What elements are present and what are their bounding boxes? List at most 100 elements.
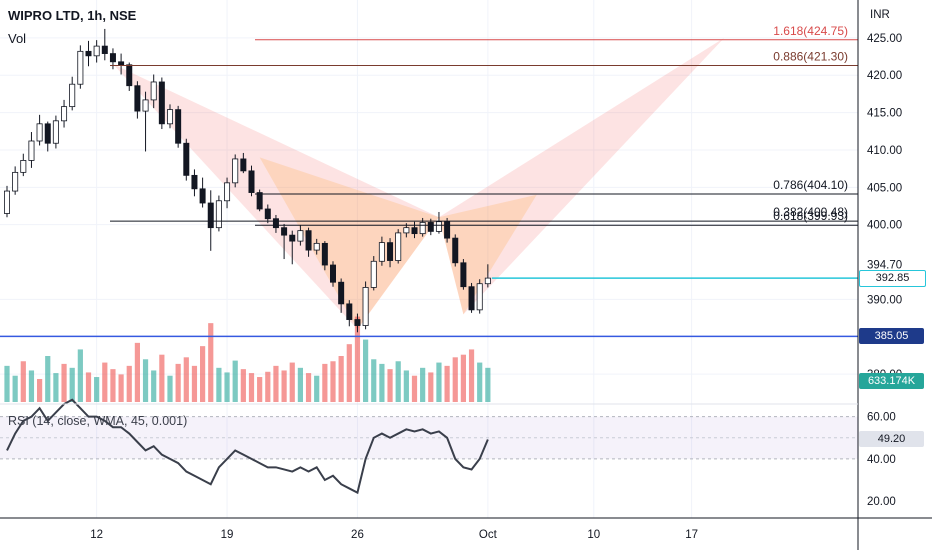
candle-body (395, 232, 402, 261)
candle-body (248, 170, 255, 193)
volume-bar (322, 363, 328, 402)
volume-bar (12, 375, 18, 402)
volume-bar (85, 372, 92, 402)
volume-bar (305, 373, 312, 402)
volume-bar (395, 361, 401, 402)
level-lines: 1.618(424.75) 0.886(421.30) 0.786(404.10) 0… (0, 24, 858, 338)
price-tick-label: 390.00 (867, 294, 902, 306)
pattern-outer-right (438, 37, 725, 315)
harmonic-pattern (112, 37, 725, 330)
volume-bar (281, 370, 287, 402)
volume-bar (216, 367, 222, 402)
candle-body (36, 123, 43, 142)
candle-body (199, 188, 206, 204)
volume-bar (159, 354, 165, 402)
candle-body (101, 45, 108, 54)
candle-body (126, 64, 133, 87)
time-tick-label: 26 (351, 529, 364, 541)
volume-bar (94, 377, 100, 402)
volume-bar (240, 369, 246, 402)
candle-body (134, 85, 141, 112)
volume-bar (191, 365, 198, 402)
currency-label: INR (870, 9, 890, 21)
volume-bar (330, 361, 336, 402)
candle-body (403, 227, 410, 234)
candle-body (338, 281, 345, 305)
candle-body (166, 109, 173, 125)
volume-bar (200, 346, 206, 402)
volume-bar (126, 365, 132, 402)
volume-bar (224, 372, 230, 402)
volume-bar (151, 370, 157, 402)
price-tick-label: 405.00 (867, 182, 902, 194)
candle-body (85, 50, 92, 57)
volume-bar (28, 370, 35, 402)
volume-bar (314, 375, 320, 402)
candle-body (419, 222, 426, 235)
time-tick-label: Oct (479, 529, 498, 541)
volume-bar (20, 361, 26, 402)
fib-level-label: 0.886(421.30) (773, 50, 848, 64)
volume-bar (289, 362, 295, 402)
volume-bar (273, 365, 279, 402)
volume-bar (411, 375, 418, 402)
candle-body (476, 283, 483, 311)
volume-bar (183, 357, 189, 402)
volume-bar (346, 344, 352, 402)
candle-body (175, 109, 182, 144)
volume-bar (428, 372, 434, 402)
time-tick-label: 19 (221, 529, 234, 541)
last-price-badge: 392.85 (859, 270, 926, 288)
candle-body (297, 230, 304, 242)
candle-body (427, 222, 434, 232)
pattern-outer-left (112, 64, 439, 330)
candle-body (370, 260, 377, 288)
candle-body (28, 140, 35, 161)
candle-body (354, 319, 361, 326)
candle-body (321, 242, 328, 266)
volume-bar (444, 365, 450, 402)
candle-body (272, 218, 279, 229)
volume-badge: 633.174K (859, 373, 924, 389)
candle-body (109, 53, 116, 63)
volume-indicator-label: Vol (8, 31, 27, 46)
candle-body (240, 158, 247, 172)
volume-bar (45, 356, 51, 402)
price-tick-label: 420.00 (867, 70, 902, 82)
volume-bar (134, 342, 140, 402)
rsi-tick-label: 40.00 (867, 454, 896, 466)
candle-body (4, 190, 10, 214)
candle-body (20, 160, 27, 173)
volume-bar (363, 339, 369, 402)
volume-bar (468, 349, 475, 402)
volume-bar (102, 362, 108, 402)
high-price-label: 394.70 (867, 259, 902, 271)
price-tick-label: 425.00 (867, 33, 902, 45)
volume-bar (338, 356, 344, 402)
volume-bar (167, 375, 173, 402)
volume-bar (69, 367, 75, 402)
candle-body (69, 83, 76, 108)
volume-bar (297, 367, 303, 402)
candle-body (207, 202, 214, 229)
candle-body (378, 242, 385, 262)
candle-body (77, 50, 84, 85)
rsi-indicator-label: RSI (14, close, WMA, 45, 0.001) (8, 414, 188, 428)
volume-bar (118, 374, 124, 402)
candle-body (329, 264, 336, 283)
volume-bar (248, 373, 255, 402)
candle-body (444, 221, 451, 239)
chart-title: WIPRO LTD, 1h, NSE (8, 8, 137, 23)
candle-body (387, 242, 394, 261)
volume-bar (232, 360, 238, 402)
candle-body (150, 81, 157, 101)
support-level-badge: 385.05 (859, 328, 924, 345)
candle-body (435, 221, 442, 232)
candle-body (289, 234, 296, 242)
volume-bar (77, 349, 83, 402)
volume-bar (371, 359, 377, 402)
candle-body (61, 106, 68, 122)
volume-bar (477, 362, 483, 402)
volume-bar (265, 371, 271, 402)
